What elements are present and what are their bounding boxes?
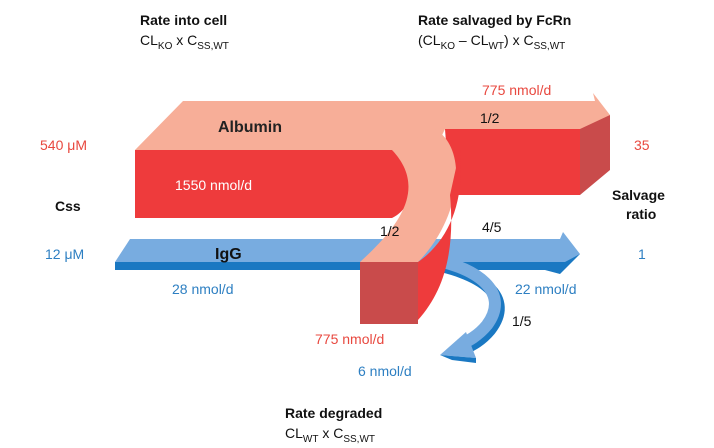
css-label: Css [55, 198, 81, 214]
salvage-ratio-label-line1: Salvage [612, 187, 665, 203]
igg-degraded-arrowhead [440, 332, 476, 358]
salvage-ratio-label-line2: ratio [626, 206, 656, 222]
formula-sub: SS,WT [343, 434, 375, 445]
albumin-salvage-front [445, 129, 580, 195]
igg-salvage-ratio: 1 [638, 246, 646, 262]
formula-dash: – CL [455, 32, 489, 48]
formula-sub: SS,WT [197, 41, 229, 52]
rate-degraded-formula: CLWT x CSS,WT [285, 425, 375, 445]
formula-cl: CL [285, 425, 303, 441]
albumin-fraction-salvaged: 1/2 [480, 110, 500, 126]
albumin-curve-top [360, 129, 457, 262]
formula-sub: WT [488, 41, 504, 52]
rate-into-cell-formula: CLKO x CSS,WT [140, 32, 229, 52]
formula-cl: CL [140, 32, 158, 48]
formula-mid: x C [172, 32, 197, 48]
igg-fraction-degraded: 1/5 [512, 313, 532, 329]
albumin-into-cell: 1550 nmol/d [175, 177, 252, 193]
albumin-salvage-ratio: 35 [634, 137, 650, 153]
rate-degraded-title: Rate degraded [285, 405, 382, 421]
igg-degraded-curve [417, 251, 501, 351]
albumin-degraded-amount: 775 nmol/d [315, 331, 384, 347]
albumin-band-front [135, 150, 413, 218]
formula-sub: KO [158, 41, 173, 52]
igg-degraded-amount: 6 nmol/d [358, 363, 412, 379]
albumin-curve-front [418, 150, 461, 320]
albumin-salvaged-amount: 775 nmol/d [482, 82, 551, 98]
albumin-degraded-block [360, 262, 418, 324]
igg-band-top [115, 232, 580, 262]
formula-mid: ) x C [504, 32, 534, 48]
igg-name: IgG [215, 246, 242, 263]
igg-flow [115, 232, 580, 363]
rate-salvaged-formula: (CLKO – CLWT) x CSS,WT [418, 32, 565, 52]
formula-sub: SS,WT [534, 41, 566, 52]
formula-open: (CL [418, 32, 441, 48]
albumin-concentration: 540 μM [40, 137, 87, 153]
albumin-flow [135, 93, 610, 324]
albumin-salvage-end [580, 115, 610, 195]
rate-into-cell-title: Rate into cell [140, 12, 227, 28]
igg-degraded-arrowhead-edge [440, 355, 476, 363]
albumin-band-top [135, 93, 610, 150]
albumin-fraction-degraded: 1/2 [380, 223, 400, 239]
igg-concentration: 12 μM [45, 246, 84, 262]
igg-fraction-salvaged: 4/5 [482, 219, 502, 235]
albumin-name: Albumin [218, 119, 282, 136]
formula-mid: x C [318, 425, 343, 441]
igg-salvaged-amount: 22 nmol/d [515, 281, 576, 297]
formula-sub: WT [303, 434, 319, 445]
formula-sub: KO [441, 41, 456, 52]
rate-salvaged-title: Rate salvaged by FcRn [418, 12, 571, 28]
igg-into-cell: 28 nmol/d [172, 281, 233, 297]
